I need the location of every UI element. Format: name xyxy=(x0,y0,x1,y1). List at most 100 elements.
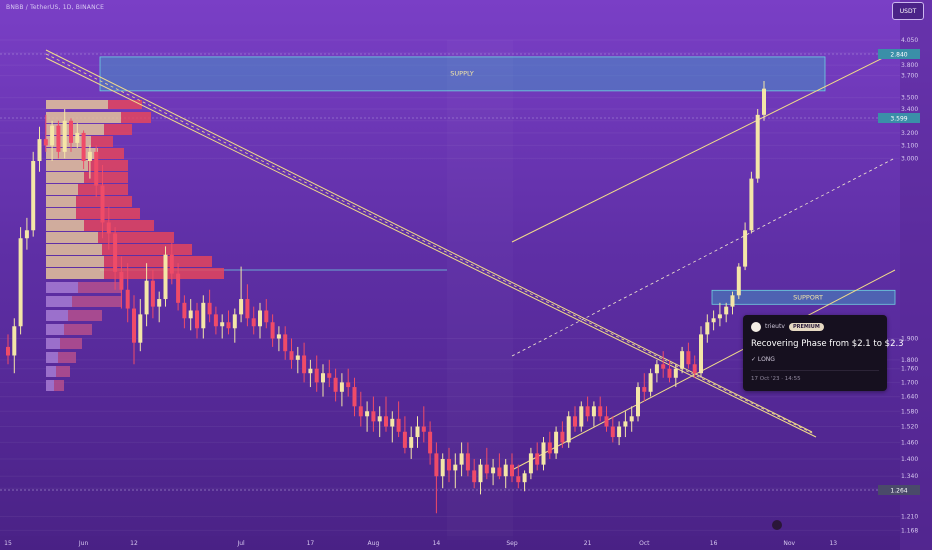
candle-body xyxy=(125,289,130,309)
candle-body xyxy=(333,377,338,392)
price-tag-bottom: 1.264 xyxy=(890,488,907,495)
candle-body xyxy=(686,351,691,365)
candle-body xyxy=(12,326,17,356)
volume-profile-buy xyxy=(46,112,121,123)
price-tick-label: 3.100 xyxy=(901,142,918,149)
candle-body xyxy=(384,416,388,427)
candle-body xyxy=(554,431,559,454)
volume-profile-buy xyxy=(46,282,78,293)
candle-body xyxy=(440,458,445,477)
candle-body xyxy=(749,178,754,231)
candle-body xyxy=(377,416,382,422)
candle-body xyxy=(711,318,716,323)
volume-profile-sell xyxy=(78,282,122,293)
price-tick-label: 1.520 xyxy=(901,424,918,431)
candle-body xyxy=(503,464,508,477)
candle-body xyxy=(87,151,92,162)
supply-label: SUPPLY xyxy=(450,70,473,78)
candle-body xyxy=(144,280,149,315)
post-datetime: 17 Oct '23 · 14:55 xyxy=(751,376,801,382)
candle-body xyxy=(459,453,464,465)
candle-body xyxy=(730,295,735,307)
price-tick-label: 3.400 xyxy=(901,106,918,113)
author-avatar xyxy=(751,322,761,332)
volume-profile-sell xyxy=(98,148,124,159)
idea-post-card[interactable]: trieutv PREMIUM Recovering Phase from $2… xyxy=(743,315,904,391)
candle-body xyxy=(50,125,55,146)
supply-zone xyxy=(99,56,826,92)
candle-body xyxy=(610,426,615,438)
time-axis-bg xyxy=(0,536,900,550)
candle-body xyxy=(94,151,99,186)
candle-body xyxy=(661,364,666,369)
candle-body xyxy=(308,368,313,374)
candle-body xyxy=(484,464,489,474)
time-tick-label: Aug xyxy=(368,540,380,547)
candle-body xyxy=(535,453,540,465)
volume-profile-sell xyxy=(56,366,70,377)
candle-body xyxy=(705,322,710,335)
candle-body xyxy=(232,314,237,329)
candle-body xyxy=(522,473,527,483)
candle-body xyxy=(371,411,376,422)
candle-body xyxy=(629,416,634,422)
post-title[interactable]: Recovering Phase from $2.1 to $2.3 xyxy=(751,339,904,349)
candle-body xyxy=(617,426,622,438)
candle-body xyxy=(699,334,703,374)
symbol-label: BNBB / TetherUS, 1D, BINANCE xyxy=(6,4,105,11)
time-tick-label: Oct xyxy=(639,540,650,547)
time-tick-label: 14 xyxy=(433,540,441,547)
tradingview-logo-icon[interactable] xyxy=(772,520,782,530)
price-tick-label: 3.500 xyxy=(901,95,918,102)
volume-profile-buy xyxy=(46,208,76,219)
time-tick-label: 13 xyxy=(829,540,837,547)
volume-profile-buy xyxy=(46,366,56,377)
candle-body xyxy=(295,355,300,360)
volume-profile-buy xyxy=(46,352,58,363)
candle-body xyxy=(220,322,225,327)
candle-body xyxy=(195,310,199,329)
volume-profile-buy xyxy=(46,256,104,267)
price-tick-label: 1.900 xyxy=(901,336,918,343)
volume-profile-sell xyxy=(76,208,140,219)
candle-body xyxy=(188,310,193,319)
time-tick-label: 21 xyxy=(584,540,592,547)
candle-body xyxy=(245,299,250,319)
candle-body xyxy=(6,346,10,356)
candle-body xyxy=(321,373,325,383)
candle-body xyxy=(692,364,697,374)
volume-profile-sell xyxy=(60,338,82,349)
support-label: SUPPORT xyxy=(793,293,823,301)
candle-body xyxy=(623,421,628,427)
candle-body xyxy=(673,368,678,378)
candle-body xyxy=(157,299,162,307)
candle-body xyxy=(421,426,426,432)
candle-body xyxy=(24,230,29,239)
candle-body xyxy=(283,334,288,352)
candle-body xyxy=(31,161,36,231)
candle-body xyxy=(182,302,187,319)
candle-body xyxy=(302,355,307,374)
price-tag-top: 2.840 xyxy=(890,52,907,59)
volume-profile-buy xyxy=(46,296,72,307)
candle-body xyxy=(138,314,143,343)
candle-body xyxy=(447,458,451,471)
candle-body xyxy=(762,88,766,115)
candle-body xyxy=(119,271,124,290)
post-author[interactable]: trieutv xyxy=(765,323,785,330)
currency-selector[interactable]: USDT xyxy=(892,2,924,20)
volume-profile-buy xyxy=(46,100,108,109)
time-tick-label: Jul xyxy=(236,540,245,547)
volume-profile-sell xyxy=(108,100,142,109)
candle-body xyxy=(604,416,609,427)
volume-profile-buy xyxy=(46,172,84,183)
time-tick-label: Jun xyxy=(78,540,89,547)
candle-body xyxy=(585,406,590,417)
candle-body xyxy=(453,464,458,471)
candle-body xyxy=(339,382,344,392)
time-tick-label: Nov xyxy=(783,540,795,547)
candle-body xyxy=(591,406,596,417)
time-tick-label: 15 xyxy=(4,540,12,547)
